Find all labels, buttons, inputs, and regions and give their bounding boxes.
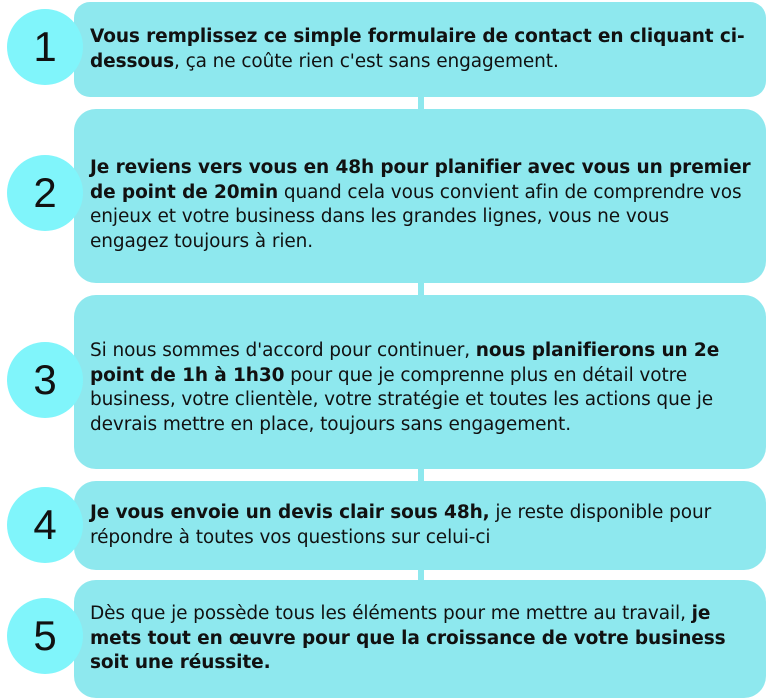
step-5-text: Dès que je possède tous les éléments pou… [90, 603, 726, 674]
step-1-box: Vous remplissez ce simple formulaire de … [74, 2, 766, 97]
step-1-number: 1 [7, 9, 83, 85]
step-1-text: Vous remplissez ce simple formulaire de … [90, 26, 745, 72]
step-4-box: Je vous envoie un devis clair sous 48h, … [74, 481, 766, 570]
step-5-number: 5 [7, 598, 83, 674]
step-2-box: Je reviens vers vous en 48h pour planifi… [74, 109, 766, 283]
step-3-text: Si nous sommes d'accord pour continuer, … [90, 340, 720, 435]
step-4-number: 4 [7, 487, 83, 563]
step-2-number: 2 [7, 155, 83, 231]
step-4-text: Je vous envoie un devis clair sous 48h, … [90, 502, 712, 548]
step-5-box: Dès que je possède tous les éléments pou… [74, 580, 766, 698]
step-3-box: Si nous sommes d'accord pour continuer, … [74, 295, 766, 469]
step-2-text: Je reviens vers vous en 48h pour planifi… [90, 157, 751, 252]
step-3-number: 3 [7, 342, 83, 418]
